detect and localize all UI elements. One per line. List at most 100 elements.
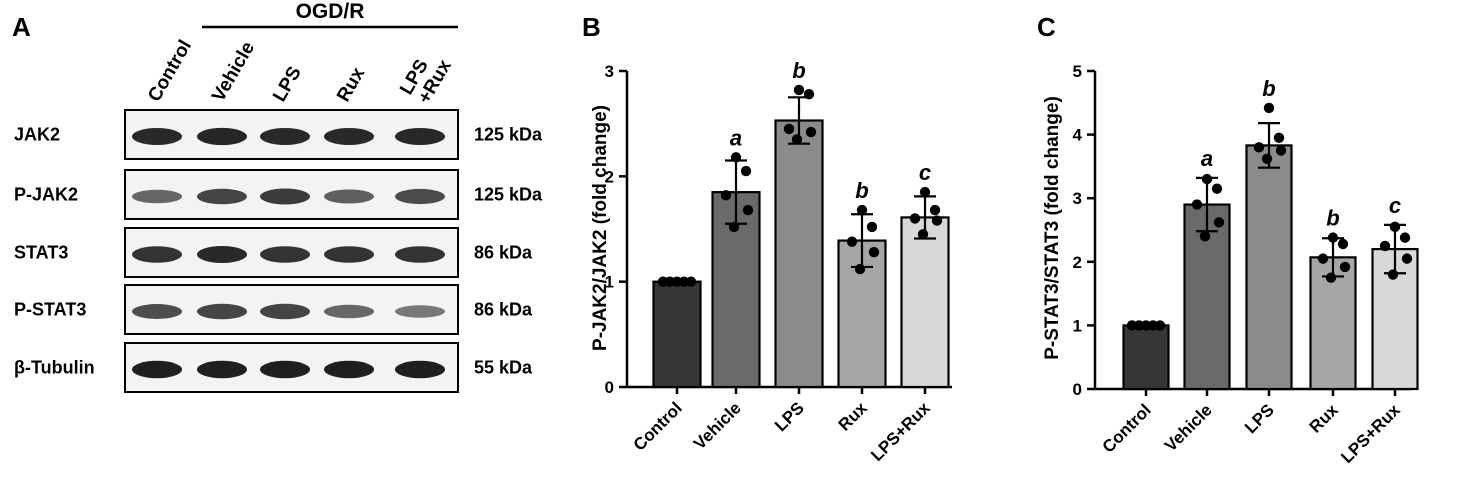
blot-band: [197, 127, 247, 146]
data-point-lps: [783, 123, 795, 135]
data-point-lps-rux: [1389, 221, 1401, 233]
blot-band: [197, 360, 247, 379]
y-tick-label: 3: [605, 62, 614, 81]
blot-band: [395, 246, 445, 263]
x-tick-label-rux: Rux: [1306, 400, 1343, 437]
x-tick-label-lps-rux: LPS+Rux: [867, 398, 934, 465]
data-point-vehicle: [1199, 231, 1211, 242]
y-tick-label: 4: [1073, 126, 1083, 145]
blot-band: [197, 246, 247, 263]
kda-label-p-jak2: 125 kDa: [474, 185, 543, 205]
significance-lps-rux: c: [1389, 193, 1401, 218]
band-label-tubulin: β-Tubulin: [14, 358, 95, 378]
bar-lps-rux: [900, 216, 950, 389]
data-point-lps-rux: [931, 215, 943, 226]
blot-row-p-stat3: P-STAT3 86 kDa: [14, 284, 533, 335]
blot-band: [132, 189, 182, 204]
data-point-lps-rux: [917, 229, 929, 240]
lane-label-control: Control: [144, 37, 196, 106]
significance-lps-rux: c: [919, 160, 931, 185]
kda-label-jak2: 125 kDa: [474, 125, 543, 145]
data-point-vehicle: [728, 221, 740, 233]
blot-rows: JAK2 125 kDa P-JAK2 125 kDa STAT3 86 kDa P-STA…: [14, 109, 543, 393]
significance-rux: b: [855, 178, 868, 203]
blot-band: [132, 128, 182, 145]
data-point-vehicle: [742, 204, 754, 216]
data-point-vehicle: [740, 165, 752, 177]
bar-lps: [774, 119, 824, 389]
data-point-rux: [1327, 232, 1339, 243]
y-tick-label: 1: [605, 273, 614, 292]
blot-row-jak2: JAK2 125 kDa: [14, 109, 543, 160]
western-blot: OGD/R Control Vehicle LPS Rux LPS +Rux J…: [14, 0, 543, 393]
significance-rux: b: [1326, 206, 1339, 231]
blot-band: [260, 188, 310, 205]
data-point-vehicle: [730, 152, 742, 163]
panel-letter-c: C: [1037, 12, 1056, 42]
x-tick-label-lps: LPS: [771, 398, 808, 435]
data-point-rux: [1325, 272, 1337, 283]
data-point-rux: [854, 263, 866, 275]
band-label-p-stat3: P-STAT3: [14, 300, 86, 320]
blot-band: [260, 360, 310, 379]
data-point-vehicle: [720, 190, 732, 201]
data-point-rux: [1317, 253, 1329, 264]
data-point-lps: [793, 84, 805, 96]
blot-band: [324, 246, 374, 263]
panel-letter-b: B: [582, 12, 601, 42]
y-tick-label: 0: [1073, 380, 1082, 399]
data-point-vehicle: [1191, 199, 1203, 210]
y-tick-label: 0: [605, 378, 614, 397]
bar-control: [652, 280, 702, 389]
blot-band: [260, 128, 310, 145]
data-point-lps-rux: [1399, 232, 1411, 243]
band-label-p-jak2: P-JAK2: [14, 185, 78, 205]
data-point-vehicle: [1201, 173, 1213, 185]
blot-band: [132, 360, 182, 379]
y-tick-label: 3: [1073, 189, 1082, 208]
x-tick-label-control: Control: [1099, 400, 1155, 456]
lane-label-vehicle: Vehicle: [208, 38, 259, 105]
significance-vehicle: a: [730, 125, 742, 150]
data-point-rux: [868, 246, 880, 258]
y-tick-label: 2: [605, 167, 614, 186]
x-tick-label-lps: LPS: [1241, 400, 1278, 437]
data-point-lps: [1263, 102, 1275, 114]
data-point-vehicle: [1213, 217, 1225, 228]
data-point-lps: [1261, 153, 1273, 164]
blot-band: [260, 303, 310, 320]
x-tick-label-rux: Rux: [835, 398, 872, 435]
data-point-lps: [791, 134, 803, 145]
blot-band: [324, 304, 374, 319]
data-point-rux: [1337, 238, 1349, 250]
y-tick-label: 1: [1073, 316, 1082, 335]
data-point-lps-rux: [1379, 240, 1391, 252]
blot-band: [395, 188, 445, 205]
blot-band: [197, 188, 247, 205]
blot-band: [132, 246, 182, 263]
blot-band: [395, 360, 445, 379]
data-point-lps-rux: [929, 204, 941, 216]
lane-label-rux: Rux: [333, 64, 369, 106]
blot-band: [324, 189, 374, 204]
data-point-lps-rux: [919, 186, 931, 198]
y-tick-label: 5: [1073, 62, 1082, 81]
data-point-rux: [866, 221, 878, 233]
blot-row-stat3: STAT3 86 kDa: [14, 227, 533, 278]
data-point-lps: [805, 126, 817, 138]
blot-band: [132, 304, 182, 319]
bar-control: [1122, 324, 1170, 391]
data-point-lps: [803, 88, 815, 100]
blot-band: [395, 128, 445, 145]
data-point-control: [1154, 320, 1166, 331]
data-point-rux: [1339, 261, 1351, 273]
chart-c-ylabel: P-STAT3/STAT3 (fold change): [1042, 96, 1063, 360]
chart-b: P-JAK2/JAK2 (fold change) 0 1 2 3 Control Veh…: [590, 58, 952, 465]
chart-c: P-STAT3/STAT3 (fold change) 0 1 2 3 4 5 Contro…: [1042, 62, 1419, 467]
ogd-group-label: OGD/R: [296, 0, 365, 23]
data-point-rux: [846, 236, 858, 247]
kda-label-stat3: 86 kDa: [474, 243, 533, 263]
blot-band: [395, 305, 445, 318]
significance-lps: b: [792, 58, 805, 83]
data-point-lps: [1273, 132, 1285, 143]
